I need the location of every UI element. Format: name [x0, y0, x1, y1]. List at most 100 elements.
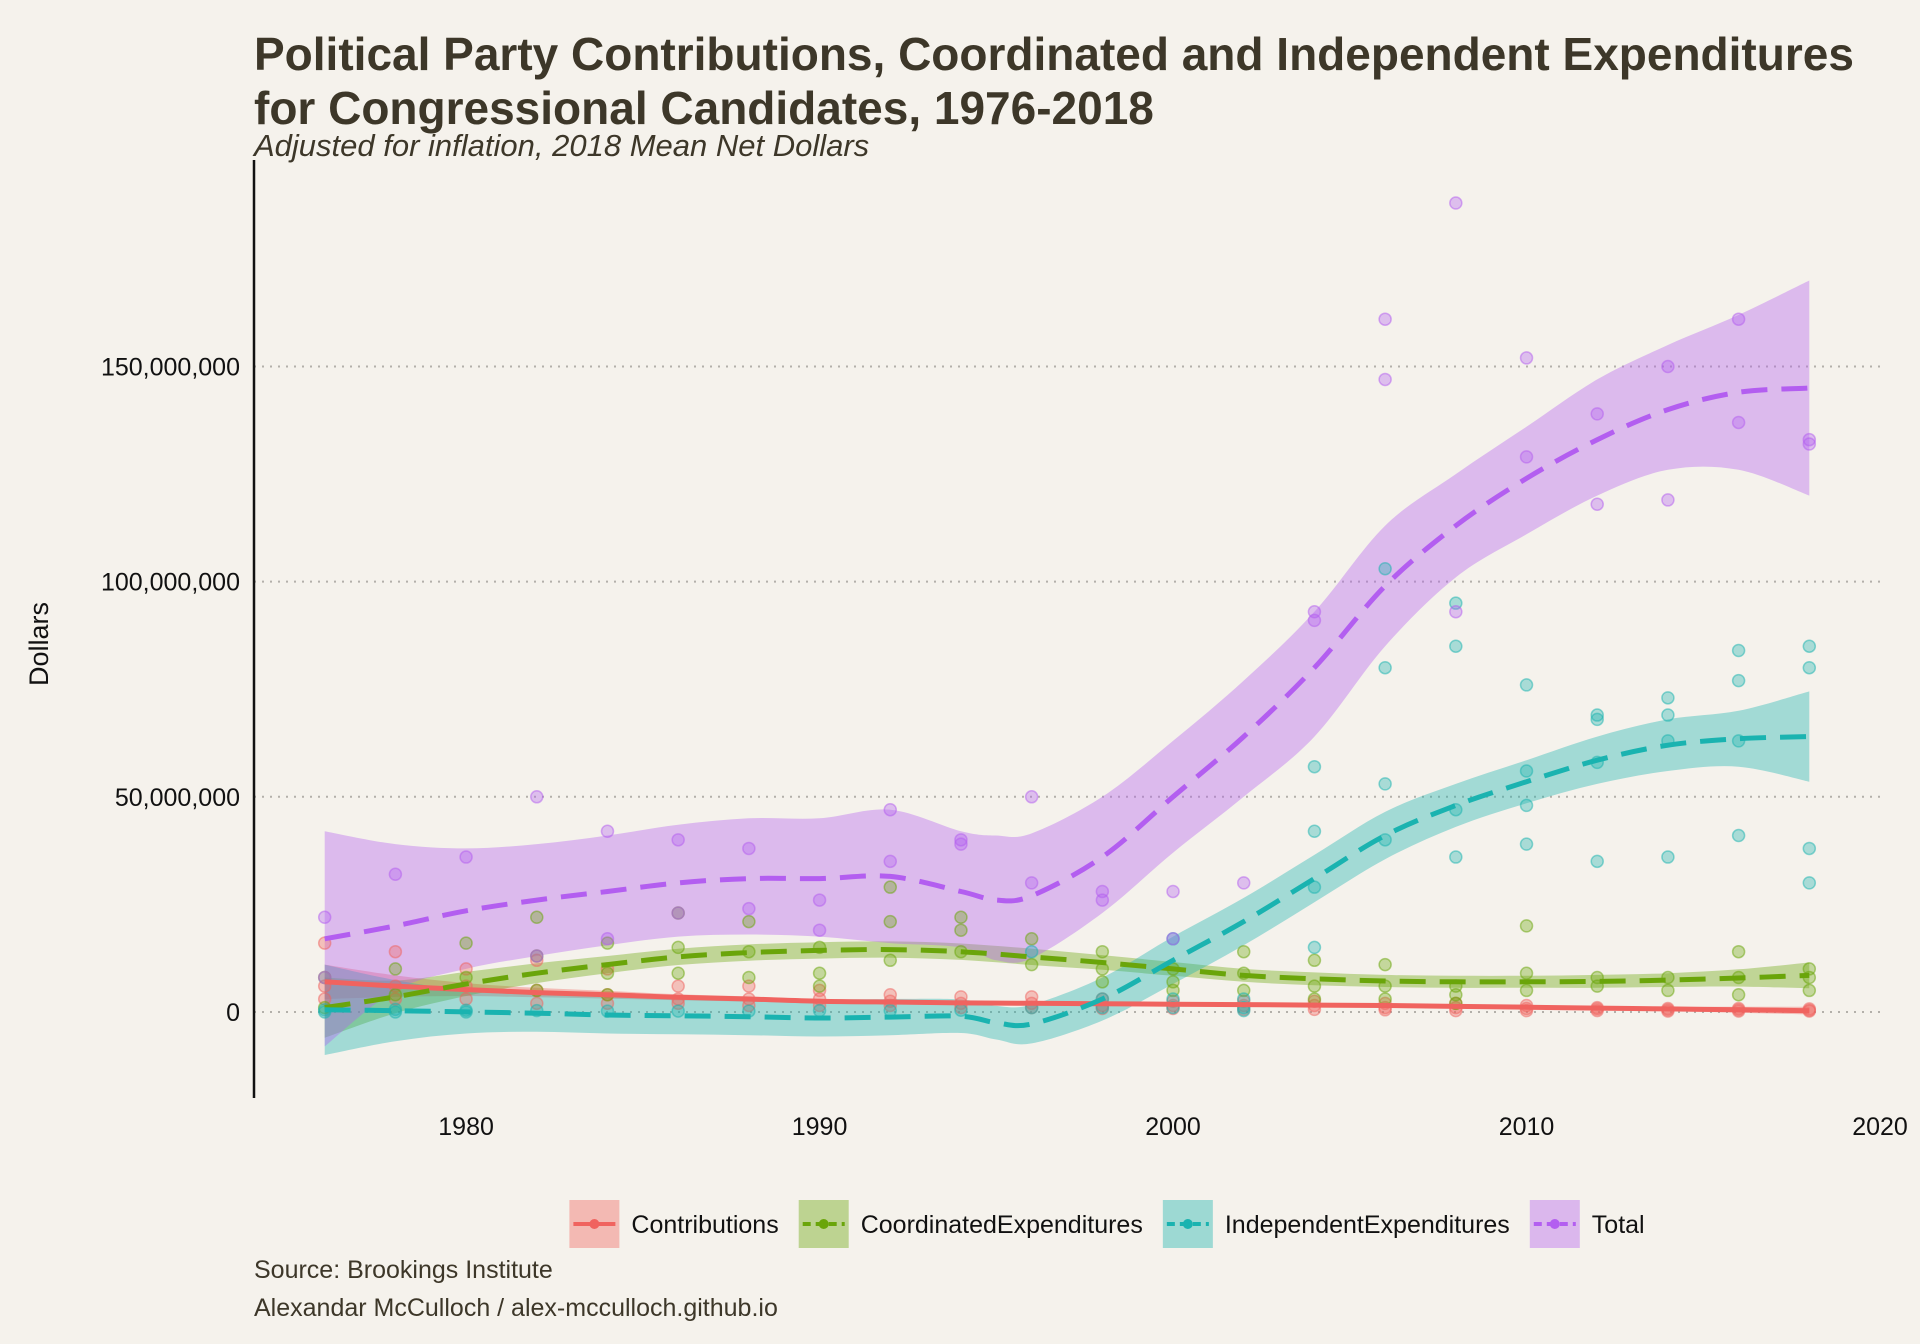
legend-label-IndependentExpenditures: IndependentExpenditures: [1225, 1211, 1510, 1239]
point-CoordinatedExpenditures: [388, 987, 403, 1002]
point-CoordinatedExpenditures: [1731, 987, 1746, 1002]
point-CoordinatedExpenditures: [1802, 983, 1817, 998]
point-Total: [1236, 876, 1251, 890]
point-Total: [1166, 932, 1180, 946]
point-CoordinatedExpenditures: [1378, 957, 1392, 972]
point-IndependentExpenditures: [1661, 691, 1675, 705]
legend: Contributions CoordinatedExpenditures Inde…: [569, 1200, 1645, 1248]
point-CoordinatedExpenditures: [671, 940, 685, 955]
point-CoordinatedExpenditures: [954, 923, 968, 937]
point-CoordinatedExpenditures: [530, 910, 544, 925]
point-Total: [671, 833, 685, 847]
point-IndependentExpenditures: [1661, 850, 1675, 864]
point-IndependentExpenditures: [388, 1005, 403, 1019]
point-Contributions: [459, 992, 473, 1006]
band-Total: [324, 280, 1810, 1047]
point-Total: [954, 837, 968, 851]
point-IndependentExpenditures: [1519, 798, 1534, 813]
point-Total: [1095, 893, 1110, 907]
point-IndependentExpenditures: [1802, 841, 1817, 856]
point-IndependentExpenditures: [1802, 660, 1817, 675]
legend-label-Contributions: Contributions: [631, 1211, 778, 1239]
point-Total: [742, 841, 756, 856]
point-IndependentExpenditures: [1731, 673, 1746, 688]
point-Total: [1519, 450, 1534, 464]
point-CoordinatedExpenditures: [1236, 944, 1251, 959]
trend-IndependentExpenditures: [324, 734, 1810, 1029]
point-CoordinatedExpenditures: [1307, 953, 1322, 968]
point-CoordinatedExpenditures: [1519, 983, 1534, 998]
y-tick-label: 150,000,000: [101, 354, 240, 382]
point-Total: [459, 850, 473, 864]
point-IndependentExpenditures: [1378, 660, 1392, 675]
y-tick-label: 0: [226, 999, 240, 1027]
point-IndependentExpenditures: [812, 1003, 827, 1018]
point-Total: [1802, 432, 1817, 447]
x-tick-label: 1980: [438, 1113, 494, 1141]
point-IndependentExpenditures: [1590, 712, 1604, 727]
y-axis-ticks: 0 50,000,000 100,000,000 150,000,000: [101, 354, 240, 1027]
point-Total: [1802, 437, 1817, 451]
point-Contributions: [671, 979, 685, 993]
point-Total: [1519, 351, 1534, 365]
point-CoordinatedExpenditures: [1731, 944, 1746, 959]
caption-author: Alexandar McCulloch / alex-mcculloch.git…: [254, 1294, 778, 1322]
point-CoordinatedExpenditures: [883, 880, 898, 894]
x-tick-label: 2010: [1499, 1113, 1555, 1141]
point-IndependentExpenditures: [671, 1004, 685, 1018]
point-IndependentExpenditures: [1519, 837, 1534, 851]
point-CoordinatedExpenditures: [1024, 932, 1039, 946]
point-Total: [812, 893, 827, 907]
point-IndependentExpenditures: [1024, 944, 1039, 959]
point-IndependentExpenditures: [1661, 708, 1675, 722]
point-CoordinatedExpenditures: [812, 979, 827, 993]
point-Total: [600, 932, 615, 946]
point-CoordinatedExpenditures: [742, 914, 756, 929]
point-Total: [1590, 497, 1604, 511]
point-CoordinatedExpenditures: [459, 936, 473, 950]
point-Total: [530, 790, 544, 804]
chart-title-line-1: Political Party Contributions, Coordinat…: [254, 28, 1854, 80]
point-Total: [1449, 196, 1463, 210]
point-CoordinatedExpenditures: [883, 953, 898, 968]
point-CoordinatedExpenditures: [742, 970, 756, 985]
legend-dot-CoordinatedExpenditures: [818, 1219, 829, 1229]
trend-Total: [324, 385, 1810, 942]
point-IndependentExpenditures: [1307, 940, 1322, 955]
legend-label-CoordinatedExpenditures: CoordinatedExpenditures: [861, 1211, 1143, 1239]
point-CoordinatedExpenditures: [1095, 944, 1110, 959]
point-Total: [388, 867, 403, 882]
point-Contributions: [388, 944, 403, 959]
point-CoordinatedExpenditures: [600, 936, 615, 950]
point-Total: [1024, 790, 1039, 804]
band-IndependentExpenditures: [324, 691, 1810, 1055]
point-IndependentExpenditures: [1802, 876, 1817, 890]
point-IndependentExpenditures: [1449, 850, 1463, 864]
point-Total: [1449, 605, 1463, 619]
legend-item-Total: Total: [1529, 1200, 1645, 1248]
point-CoordinatedExpenditures: [388, 962, 403, 976]
chart-title-line-2: for Congressional Candidates, 1976-2018: [254, 82, 1154, 134]
confidence-bands: [324, 280, 1810, 1055]
point-CoordinatedExpenditures: [1661, 983, 1675, 998]
point-Total: [1590, 407, 1604, 421]
point-IndependentExpenditures: [1590, 854, 1604, 869]
point-IndependentExpenditures: [1307, 824, 1322, 838]
x-tick-label: 2020: [1852, 1113, 1908, 1141]
point-Total: [742, 901, 756, 916]
point-Total: [812, 923, 827, 937]
point-IndependentExpenditures: [1519, 764, 1534, 778]
point-IndependentExpenditures: [1802, 639, 1817, 653]
point-Contributions: [530, 996, 544, 1011]
point-CoordinatedExpenditures: [1307, 979, 1322, 993]
band-CoordinatedExpenditures: [324, 941, 1810, 1038]
point-CoordinatedExpenditures: [600, 966, 615, 980]
point-CoordinatedExpenditures: [1024, 957, 1039, 972]
point-CoordinatedExpenditures: [812, 966, 827, 980]
point-Total: [883, 802, 898, 817]
legend-dot-Contributions: [589, 1219, 600, 1229]
x-axis-ticks: 1980 1990 2000 2010 2020: [438, 1113, 1908, 1141]
chart-subtitle: Adjusted for inflation, 2018 Mean Net Do…: [252, 128, 869, 163]
point-IndependentExpenditures: [1590, 708, 1604, 722]
point-Total: [954, 833, 968, 847]
